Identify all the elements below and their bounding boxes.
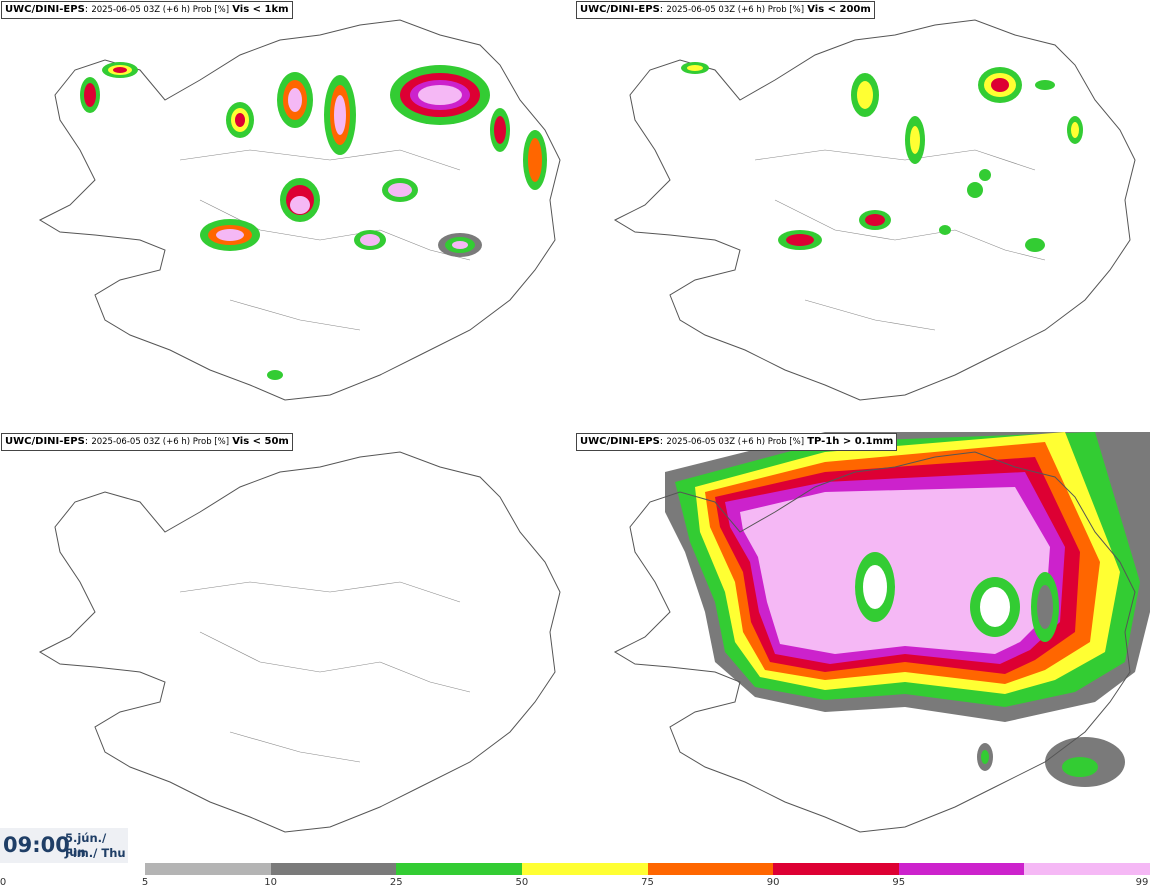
legend-tick-label: 5: [141, 877, 149, 888]
legend-bin: [396, 863, 522, 875]
valid-date: 5.jún./ Jun: [65, 831, 107, 859]
threshold-label: Vis < 1km: [232, 4, 289, 15]
legend-tick-label: 0: [0, 877, 7, 888]
legend-bin: [647, 863, 774, 875]
legend-tick-label: 75: [641, 877, 654, 888]
legend-bin: [1024, 863, 1150, 875]
model-name: UWC/DINI-EPS: [580, 436, 660, 447]
threshold-label: Vis < 50m: [232, 436, 289, 447]
iceland-map: [613, 19, 1136, 401]
legend-tick-label: 25: [389, 877, 403, 888]
panel-title: UWC/DINI-EPS: 2025-06-05 03Z (+6 h) Prob…: [1, 433, 293, 451]
map-panel-vis-1km: UWC/DINI-EPS: 2025-06-05 03Z (+6 h) Prob…: [0, 0, 575, 430]
legend-tick-label: 10: [264, 877, 277, 888]
iceland-map: [38, 19, 561, 401]
run-info: 2025-06-05 03Z (+6 h) Prob [%]: [666, 5, 805, 15]
legend-bin: [898, 863, 1025, 875]
map-panel-vis-50m: UWC/DINI-EPS: 2025-06-05 03Z (+6 h) Prob…: [0, 432, 575, 862]
probability-blobs: [681, 62, 1083, 252]
valid-weekday: Fim./ Thu: [65, 846, 126, 860]
legend-bin: [773, 863, 899, 875]
iceland-map: [38, 451, 561, 833]
legend-tick-label: 95: [892, 877, 906, 888]
run-info: 2025-06-05 03Z (+6 h) Prob [%]: [91, 5, 230, 15]
iceland-map: [613, 432, 1150, 833]
color-legend: [145, 863, 1150, 875]
model-name: UWC/DINI-EPS: [580, 4, 660, 15]
precip-field: [665, 432, 1150, 787]
panel-title: UWC/DINI-EPS: 2025-06-05 03Z (+6 h) Prob…: [576, 433, 898, 451]
valid-time-box: 09:00 5.jún./ Jun Fim./ Thu: [0, 828, 128, 863]
model-name: UWC/DINI-EPS: [5, 4, 85, 15]
probability-blobs: [80, 62, 547, 380]
map-panel-tp-1h: UWC/DINI-EPS: 2025-06-05 03Z (+6 h) Prob…: [575, 432, 1150, 862]
model-name: UWC/DINI-EPS: [5, 436, 85, 447]
legend-bin: [145, 863, 271, 875]
valid-hour: 09:00: [3, 833, 70, 857]
legend-tick-label: 50: [515, 877, 529, 888]
run-info: 2025-06-05 03Z (+6 h) Prob [%]: [666, 437, 805, 447]
legend-tick-label: 90: [766, 877, 780, 888]
run-info: 2025-06-05 03Z (+6 h) Prob [%]: [91, 437, 230, 447]
legend-bin: [521, 863, 648, 875]
threshold-label: TP-1h > 0.1mm: [807, 436, 894, 447]
threshold-label: Vis < 200m: [807, 4, 871, 15]
panel-title: UWC/DINI-EPS: 2025-06-05 03Z (+6 h) Prob…: [1, 1, 293, 19]
legend-bin: [270, 863, 397, 875]
map-panel-vis-200m: UWC/DINI-EPS: 2025-06-05 03Z (+6 h) Prob…: [575, 0, 1150, 430]
panel-title: UWC/DINI-EPS: 2025-06-05 03Z (+6 h) Prob…: [576, 1, 875, 19]
legend-tick-label: 99: [1135, 877, 1149, 888]
